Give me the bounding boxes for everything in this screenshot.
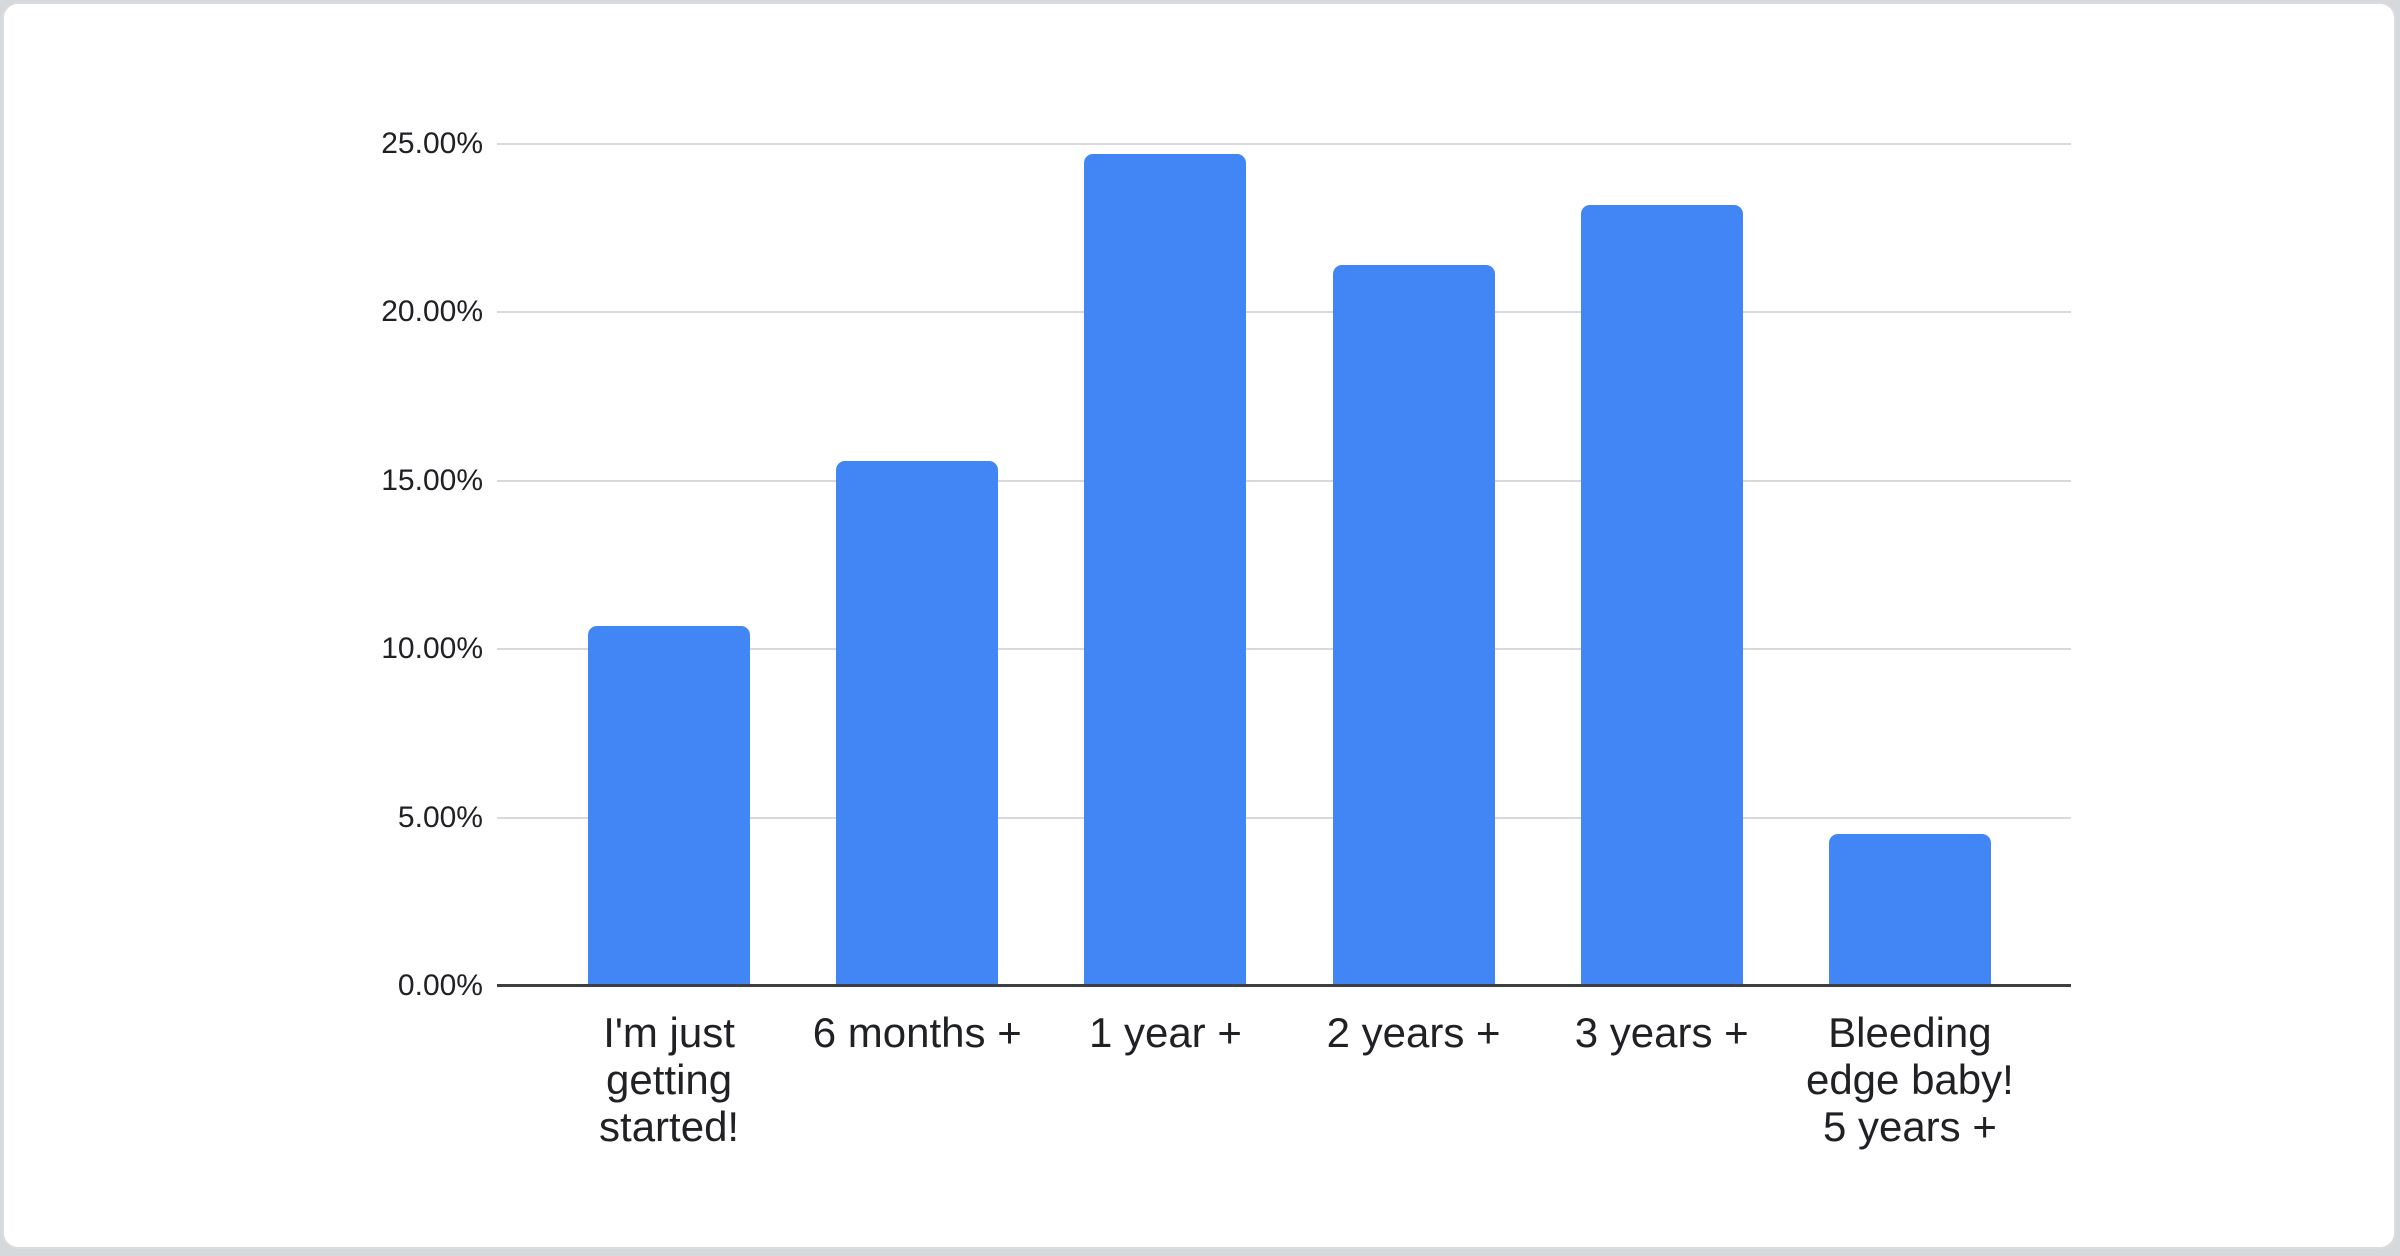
x-axis: I'm just getting started! 6 months + 1 yea… [497, 1009, 2071, 1229]
y-axis: 0.00% 5.00% 10.00% 15.00% 20.00% 25.00% [4, 127, 483, 1002]
x-axis-category-label: Bleeding edge baby! 5 years + [1805, 1009, 2014, 1150]
x-axis-category-label: 2 years + [1326, 1009, 1501, 1056]
gridline [497, 648, 2071, 651]
x-axis-category-label: 6 months + [812, 1009, 1022, 1056]
y-axis-tick-label: 20.00% [381, 295, 483, 329]
bar-6 [1828, 834, 1991, 986]
x-axis-category-label: I'm just getting started! [599, 1009, 740, 1150]
gridline [497, 143, 2071, 145]
gridline [497, 311, 2071, 314]
x-axis-category-label: 1 year + [1088, 1009, 1242, 1056]
bar-4 [1332, 265, 1495, 986]
y-axis-tick-label: 5.00% [397, 800, 483, 834]
x-axis-category-label: 3 years + [1574, 1009, 1749, 1056]
plot-area [497, 143, 2071, 987]
bar-1 [588, 625, 751, 986]
bar-5 [1580, 204, 1743, 986]
bar-3 [1084, 154, 1247, 986]
y-axis-tick-label: 25.00% [381, 127, 483, 160]
gridline [497, 479, 2071, 482]
gridline [497, 816, 2071, 819]
bar-chart: 0.00% 5.00% 10.00% 15.00% 20.00% 25.00% I'm j… [4, 4, 2394, 1247]
y-axis-tick-label: 10.00% [381, 632, 483, 666]
y-axis-tick-label: 15.00% [381, 463, 483, 497]
bar-2 [836, 460, 999, 986]
y-axis-tick-label: 0.00% [397, 969, 483, 1002]
x-axis-baseline [497, 984, 2071, 987]
